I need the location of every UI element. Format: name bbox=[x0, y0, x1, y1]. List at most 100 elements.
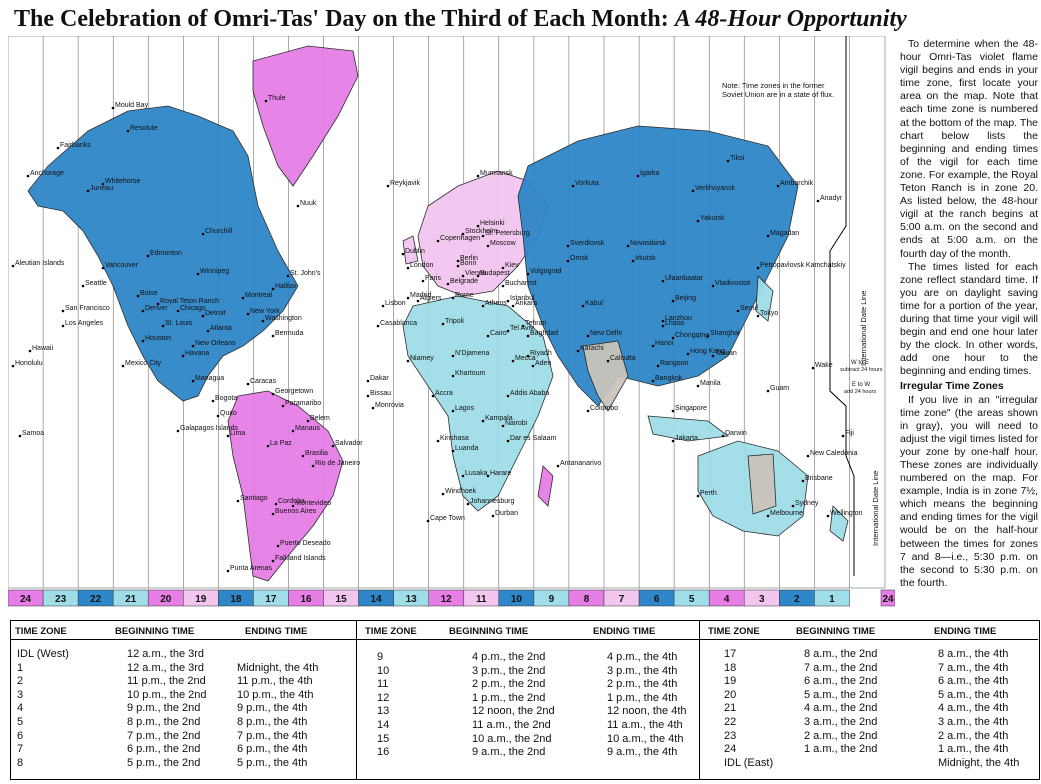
city-dot bbox=[816, 199, 820, 203]
land-europe bbox=[417, 170, 549, 297]
city-dot bbox=[476, 224, 480, 228]
city-dot bbox=[776, 184, 780, 188]
city-dot bbox=[406, 296, 410, 300]
city-label: Mould Bay bbox=[115, 102, 149, 109]
cell-begin: 2 a.m., the 2nd bbox=[804, 729, 878, 742]
city-dot bbox=[586, 334, 590, 338]
city-label: Cordoba bbox=[278, 498, 305, 505]
city-dot bbox=[101, 182, 105, 186]
city-dot bbox=[331, 444, 335, 448]
zone-number: 17 bbox=[265, 594, 277, 605]
zone-band bbox=[8, 36, 44, 589]
city-dot bbox=[736, 309, 740, 313]
city-dot bbox=[371, 406, 375, 410]
city-label: Helsinki bbox=[480, 220, 505, 227]
city-dot bbox=[201, 232, 205, 236]
table-row: IDL (West) 12 a.m., the 3rd bbox=[11, 648, 356, 662]
city-dot bbox=[216, 414, 220, 418]
city-dot bbox=[501, 284, 505, 288]
city-dot bbox=[811, 366, 815, 370]
city-label: N'Djamena bbox=[455, 350, 490, 357]
city-label: London bbox=[410, 262, 433, 269]
table-header: TIME ZONE BEGINNING TIME ENDING TIME bbox=[11, 626, 356, 640]
city-label: Brasilia bbox=[305, 450, 328, 457]
city-label: Madrid bbox=[410, 292, 432, 299]
city-label: Istanbul bbox=[510, 295, 535, 302]
city-label: Fiji bbox=[845, 430, 854, 437]
city-dot bbox=[81, 284, 85, 288]
city-label: Windhoek bbox=[445, 488, 477, 495]
city-label: Salvador bbox=[335, 440, 363, 447]
cell-end: 6 p.m., the 4th bbox=[237, 743, 308, 756]
table-row: 8 5 p.m., the 2nd 5 p.m., the 4th bbox=[11, 757, 356, 771]
cell-begin: 7 a.m., the 2nd bbox=[804, 661, 878, 674]
cell-zone: 3 bbox=[17, 688, 24, 701]
city-label: Tiksi bbox=[730, 155, 745, 162]
city-dot bbox=[441, 492, 445, 496]
city-label: Wake bbox=[815, 362, 833, 369]
city-dot bbox=[766, 389, 770, 393]
zone-number: 21 bbox=[125, 594, 137, 605]
city-label: Montevideo bbox=[295, 500, 331, 507]
city-label: Antananarivo bbox=[560, 460, 601, 467]
cell-zone: 12 bbox=[377, 691, 390, 704]
land-new-zealand bbox=[829, 505, 849, 542]
table-row: 11 2 p.m., the 2nd 2 p.m., the 4th bbox=[357, 678, 699, 692]
city-label: Reykjavik bbox=[390, 180, 420, 187]
cell-end: 5 a.m., the 4th bbox=[938, 688, 1009, 701]
city-dot bbox=[451, 449, 455, 453]
cell-begin: 1 p.m., the 2nd bbox=[472, 691, 546, 704]
cell-end: 5 p.m., the 4th bbox=[237, 756, 308, 769]
table-row: 21 4 a.m., the 2nd 4 a.m., the 4th bbox=[700, 702, 1038, 716]
city-label: Manila bbox=[700, 380, 721, 387]
city-label: Rio de Janeiro bbox=[315, 460, 360, 467]
city-label: Verkhoyansk bbox=[695, 185, 736, 192]
city-dot bbox=[136, 294, 140, 298]
city-dot bbox=[766, 234, 770, 238]
city-dot bbox=[246, 382, 250, 386]
city-dot bbox=[126, 129, 130, 133]
page-title: The Celebration of Omri-Tas' Day on the … bbox=[14, 6, 1034, 36]
cell-end: 2 p.m., the 4th bbox=[607, 678, 678, 691]
add-label: add 24 hours bbox=[844, 389, 876, 395]
city-dot bbox=[631, 259, 635, 263]
land-india bbox=[582, 340, 629, 412]
city-label: Paris bbox=[425, 275, 441, 282]
city-label: Vorkuta bbox=[575, 180, 599, 187]
idl-line bbox=[829, 36, 855, 576]
table-row: 22 3 a.m., the 2nd 3 a.m., the 4th bbox=[700, 716, 1038, 730]
city-dot bbox=[56, 146, 60, 150]
city-dot bbox=[18, 434, 22, 438]
city-label: St. John's bbox=[290, 270, 321, 277]
city-label: Montreal bbox=[245, 292, 273, 299]
cell-begin: 5 p.m., the 2nd bbox=[127, 756, 201, 769]
city-dot bbox=[271, 559, 275, 563]
city-label: Guam bbox=[770, 385, 789, 392]
cell-zone: 15 bbox=[377, 732, 390, 745]
zone-band bbox=[849, 36, 886, 589]
city-dot bbox=[671, 439, 675, 443]
soviet-note-line-1: Note: Time zones in the former bbox=[722, 81, 825, 90]
cell-end: 1 p.m., the 4th bbox=[607, 691, 678, 704]
cell-zone: 1 bbox=[17, 661, 24, 674]
city-label: Kiev bbox=[505, 262, 519, 269]
city-dot bbox=[226, 434, 230, 438]
cell-begin: 11 p.m., the 2nd bbox=[127, 675, 206, 688]
city-label: Budapest bbox=[480, 270, 510, 277]
irregular-zones-heading: Irregular Time Zones bbox=[900, 380, 1004, 393]
city-label: Nuuk bbox=[300, 200, 317, 207]
cell-end: Midnight, the 4th bbox=[237, 661, 319, 674]
zone-number: 8 bbox=[584, 594, 590, 605]
cell-end: 7 a.m., the 4th bbox=[938, 661, 1009, 674]
city-dot bbox=[566, 259, 570, 263]
city-label: New Caledonia bbox=[810, 450, 858, 457]
city-label: Mecca bbox=[515, 355, 536, 362]
city-label: St. Louis bbox=[165, 320, 193, 327]
city-dot bbox=[521, 324, 525, 328]
zone-number: 23 bbox=[55, 594, 67, 605]
city-label: Vancouver bbox=[105, 262, 139, 269]
land-uk bbox=[402, 235, 419, 265]
zone-number: 10 bbox=[511, 594, 523, 605]
cell-begin: 6 p.m., the 2nd bbox=[127, 743, 201, 756]
city-dot bbox=[101, 266, 105, 270]
